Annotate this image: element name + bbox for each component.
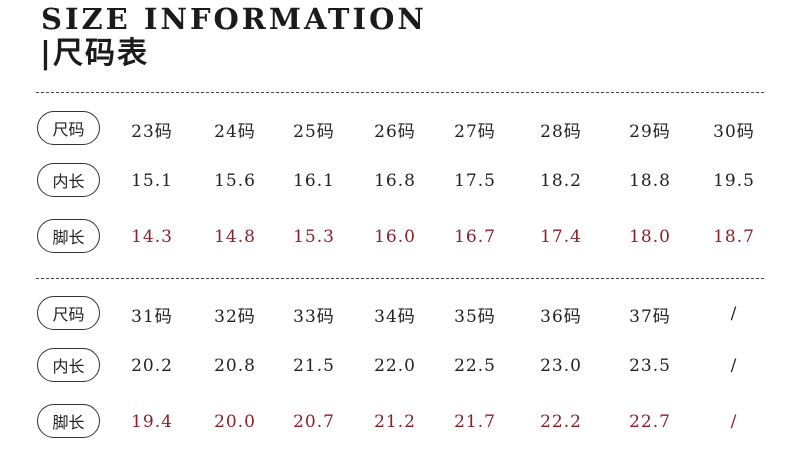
table-cell: 20.7 xyxy=(293,412,335,432)
table-cell: 25码 xyxy=(293,121,335,142)
table-cell: / xyxy=(730,356,738,376)
table-row-foot-length-2: 脚长 19.4 20.0 20.7 21.2 21.7 22.2 22.7 / xyxy=(0,402,790,442)
table-cell: 17.4 xyxy=(540,227,582,247)
table-row-inner-length-2: 内长 20.2 20.8 21.5 22.0 22.5 23.0 23.5 / xyxy=(0,346,790,386)
divider-top xyxy=(36,92,764,93)
row-label-size: 尺码 xyxy=(37,111,100,145)
table-cell: 19.4 xyxy=(131,412,173,432)
table-cell: 19.5 xyxy=(713,171,755,191)
title-english: SIZE INFORMATION xyxy=(41,2,427,36)
table-cell: 30码 xyxy=(713,121,755,142)
table-cell: 20.2 xyxy=(131,356,173,376)
table-cell: 16.1 xyxy=(293,171,335,191)
table-cell: 35码 xyxy=(454,306,496,327)
table-cell: 24码 xyxy=(214,121,256,142)
divider-middle xyxy=(36,278,764,279)
table-cell: 16.7 xyxy=(454,227,496,247)
row-label-foot-length: 脚长 xyxy=(37,219,100,253)
table-cell: 22.2 xyxy=(540,412,582,432)
table-cell: 15.1 xyxy=(131,171,173,191)
table-cell: 23码 xyxy=(131,121,173,142)
table-cell: 14.3 xyxy=(131,227,173,247)
table-cell: / xyxy=(730,412,738,432)
table-cell: 17.5 xyxy=(454,171,496,191)
table-cell: 26码 xyxy=(374,121,416,142)
table-row-size-1: 尺码 23码 24码 25码 26码 27码 28码 29码 30码 xyxy=(0,109,790,149)
table-cell: 29码 xyxy=(629,121,671,142)
table-cell: 22.7 xyxy=(629,412,671,432)
table-cell: 37码 xyxy=(629,306,671,327)
title-chinese: |尺码表 xyxy=(40,36,149,71)
row-label-inner-length: 内长 xyxy=(37,348,100,382)
table-cell: / xyxy=(730,304,738,324)
table-cell: 15.3 xyxy=(293,227,335,247)
table-cell: 16.8 xyxy=(374,171,416,191)
table-cell: 21.5 xyxy=(293,356,335,376)
table-cell: 14.8 xyxy=(214,227,256,247)
table-cell: 20.8 xyxy=(214,356,256,376)
table-cell: 21.2 xyxy=(374,412,416,432)
table-cell: 16.0 xyxy=(374,227,416,247)
table-cell: 23.5 xyxy=(629,356,671,376)
table-cell: 23.0 xyxy=(540,356,582,376)
row-label-foot-length: 脚长 xyxy=(37,404,100,438)
table-row-foot-length-1: 脚长 14.3 14.8 15.3 16.0 16.7 17.4 18.0 18.7 xyxy=(0,217,790,257)
table-cell: 21.7 xyxy=(454,412,496,432)
row-label-inner-length: 内长 xyxy=(37,163,100,197)
table-cell: 22.0 xyxy=(374,356,416,376)
table-cell: 34码 xyxy=(374,306,416,327)
table-cell: 36码 xyxy=(540,306,582,327)
table-cell: 18.2 xyxy=(540,171,582,191)
table-cell: 15.6 xyxy=(214,171,256,191)
table-cell: 33码 xyxy=(293,306,335,327)
table-cell: 27码 xyxy=(454,121,496,142)
table-cell: 18.7 xyxy=(713,227,755,247)
row-label-size: 尺码 xyxy=(37,296,100,330)
table-cell: 20.0 xyxy=(214,412,256,432)
table-row-inner-length-1: 内长 15.1 15.6 16.1 16.8 17.5 18.2 18.8 19.5 xyxy=(0,161,790,201)
table-cell: 28码 xyxy=(540,121,582,142)
table-cell: 18.8 xyxy=(629,171,671,191)
table-cell: 32码 xyxy=(214,306,256,327)
table-row-size-2: 尺码 31码 32码 33码 34码 35码 36码 37码 / xyxy=(0,294,790,334)
table-cell: 22.5 xyxy=(454,356,496,376)
table-cell: 18.0 xyxy=(629,227,671,247)
table-cell: 31码 xyxy=(131,306,173,327)
